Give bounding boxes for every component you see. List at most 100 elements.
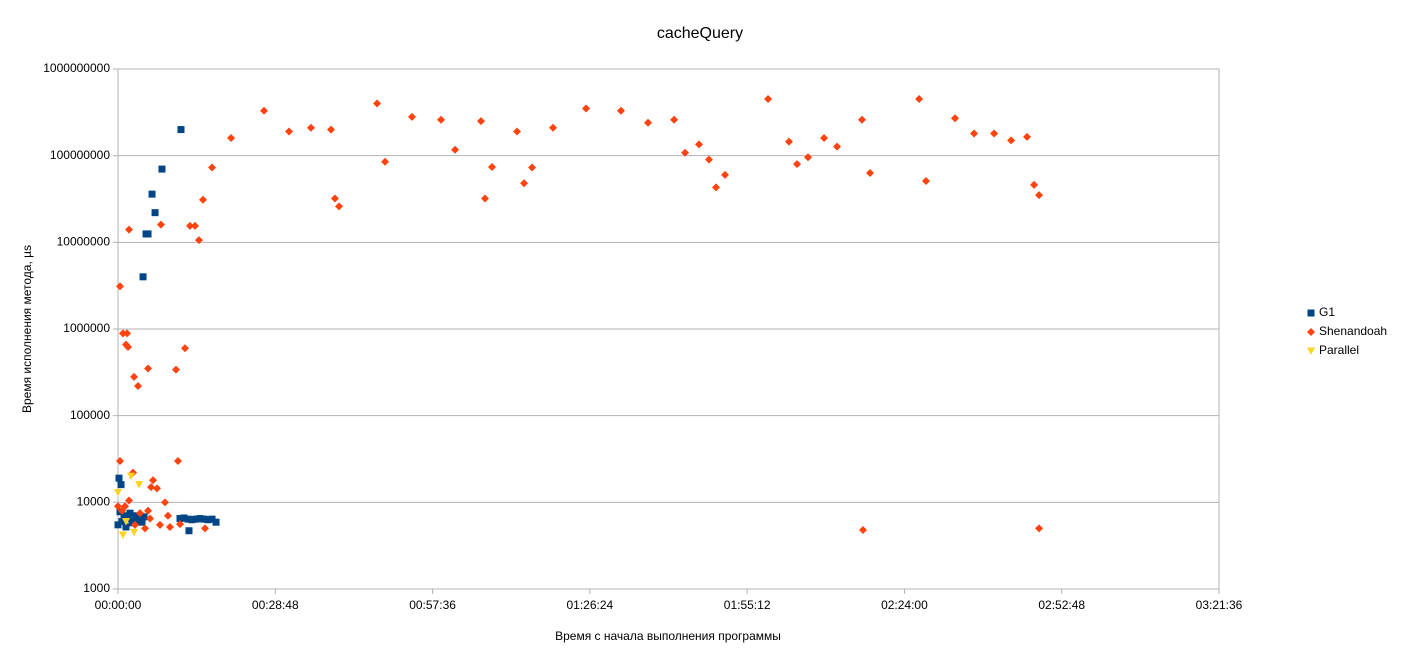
point — [144, 506, 153, 515]
point — [488, 162, 497, 171]
point — [160, 498, 169, 507]
point — [136, 509, 145, 518]
x-tick-label: 00:00:00 — [95, 598, 142, 612]
point — [721, 170, 730, 179]
point — [123, 329, 132, 338]
point — [119, 531, 128, 539]
point — [548, 123, 557, 132]
point — [616, 106, 625, 115]
point — [184, 515, 192, 523]
x-tick-label: 01:26:24 — [566, 598, 613, 612]
x-tick-label: 01:55:12 — [724, 598, 771, 612]
point — [148, 190, 156, 198]
y-tick-label: 100000000 — [50, 148, 110, 162]
point — [114, 502, 122, 511]
point — [227, 133, 236, 142]
x-tick-label: 03:21:36 — [1196, 598, 1243, 612]
point — [122, 523, 130, 531]
point — [373, 99, 382, 108]
point — [705, 155, 714, 164]
point — [326, 125, 335, 134]
point — [124, 342, 133, 351]
point — [114, 488, 122, 497]
point — [1023, 132, 1032, 141]
point — [185, 527, 193, 535]
point — [196, 515, 204, 523]
point — [476, 117, 485, 126]
point — [116, 282, 125, 291]
point — [859, 525, 868, 534]
point — [644, 118, 653, 127]
point — [785, 137, 794, 146]
point — [381, 157, 390, 166]
point — [970, 129, 979, 138]
point — [681, 148, 690, 157]
point — [922, 177, 931, 186]
legend-label: Parallel — [1319, 343, 1359, 357]
point — [1035, 524, 1044, 533]
point — [520, 179, 529, 188]
legend-label: G1 — [1319, 305, 1335, 319]
legend-marker — [1307, 309, 1315, 317]
point — [951, 114, 960, 123]
x-tick-label: 02:24:00 — [881, 598, 928, 612]
y-tick-label: 1000000000 — [43, 61, 110, 75]
point — [130, 528, 139, 537]
point — [175, 520, 184, 529]
point — [119, 329, 128, 338]
point — [694, 140, 703, 149]
point — [195, 236, 204, 245]
point — [177, 126, 185, 134]
y-tick-label: 1000 — [83, 581, 110, 595]
point — [820, 133, 829, 142]
point — [180, 344, 189, 353]
point — [185, 221, 194, 230]
point — [866, 169, 875, 178]
x-tick-label: 00:57:36 — [409, 598, 456, 612]
point — [130, 516, 138, 524]
point — [712, 183, 721, 192]
point — [582, 104, 591, 113]
point — [141, 524, 150, 533]
point — [155, 520, 164, 529]
point — [114, 521, 122, 529]
point — [285, 127, 294, 136]
x-tick-label: 02:52:48 — [1038, 598, 1085, 612]
point — [144, 364, 153, 373]
point — [204, 516, 212, 524]
legend-label: Shenandoah — [1319, 324, 1387, 338]
point — [116, 456, 125, 465]
point — [163, 511, 172, 520]
point — [138, 518, 146, 526]
point — [212, 518, 220, 526]
point — [451, 145, 460, 154]
point — [132, 512, 140, 520]
point — [151, 209, 159, 217]
point — [437, 115, 446, 124]
x-axis-label: Время с начала выполнения программы — [555, 629, 781, 643]
legend-marker — [1307, 328, 1315, 336]
point — [833, 142, 842, 151]
point — [125, 496, 134, 505]
y-tick-label: 1000000 — [63, 321, 110, 335]
y-tick-label: 10000 — [77, 495, 111, 509]
y-axis-label: Время исполнения метода, µs — [20, 245, 34, 413]
point — [208, 163, 217, 172]
point — [915, 95, 924, 104]
plot-frame — [117, 68, 1220, 590]
point — [152, 484, 161, 493]
point — [528, 163, 537, 172]
point — [191, 221, 200, 230]
x-tick-label: 00:28:48 — [252, 598, 299, 612]
point — [335, 202, 344, 211]
point — [481, 194, 489, 203]
point — [180, 514, 188, 522]
point — [156, 220, 165, 229]
point — [513, 127, 522, 136]
point — [120, 512, 128, 520]
point — [990, 129, 999, 138]
point — [140, 513, 148, 521]
point — [131, 520, 140, 529]
point — [330, 194, 339, 203]
point — [149, 476, 158, 485]
